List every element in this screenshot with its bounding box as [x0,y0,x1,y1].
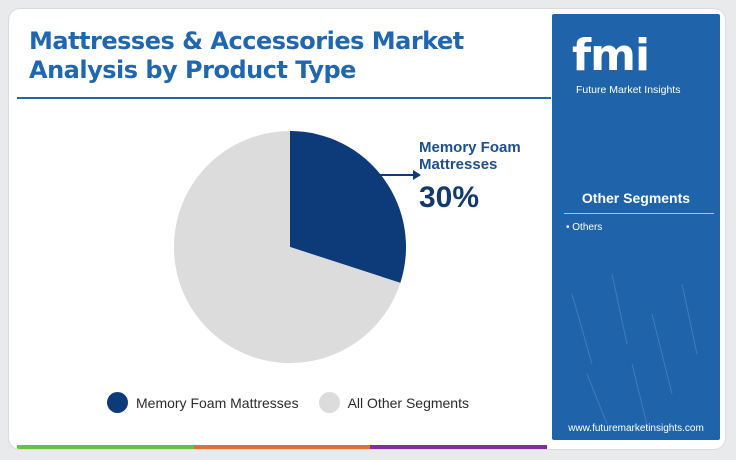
legend: Memory Foam Mattresses All Other Segment… [107,392,489,413]
title-divider [17,97,551,99]
legend-label-memory-foam: Memory Foam Mattresses [136,394,299,411]
sidebar-panel: fmi Future Market Insights Other Segment… [552,14,720,440]
sidebar-divider [564,213,714,214]
legend-label-other: All Other Segments [347,394,469,411]
brand-url: www.futuremarketinsights.com [568,423,704,434]
sidebar-item-others: • Others [566,222,603,233]
callout-value: 30% [419,181,480,214]
chart-card: Mattresses & Accessories Market Analysis… [8,8,726,450]
sidebar-texture [571,273,698,430]
sidebar-item-label: Others [572,222,603,233]
legend-item-other: All Other Segments [318,392,469,413]
chart-title: Mattresses & Accessories Market Analysis… [29,27,464,84]
callout-arrow-head [413,170,421,180]
callout-label: Memory Foam Mattresses [419,139,521,173]
bar-segment-purple [370,445,548,449]
bottom-color-bar [17,445,548,449]
bar-segment-orange [193,445,371,449]
pie-chart [174,131,421,363]
sidebar-heading: Other Segments [581,190,691,206]
legend-item-memory-foam: Memory Foam Mattresses [107,392,299,413]
pie-slice-all-other-segments [174,131,401,363]
pie-slice-memory-foam-mattresses [290,131,406,283]
brand-name: Future Market Insights [576,84,681,96]
legend-swatch-other [318,392,340,413]
bar-segment-green [17,445,194,449]
fmi-logo: fmi [572,30,650,81]
legend-swatch-memory-foam [107,392,128,413]
